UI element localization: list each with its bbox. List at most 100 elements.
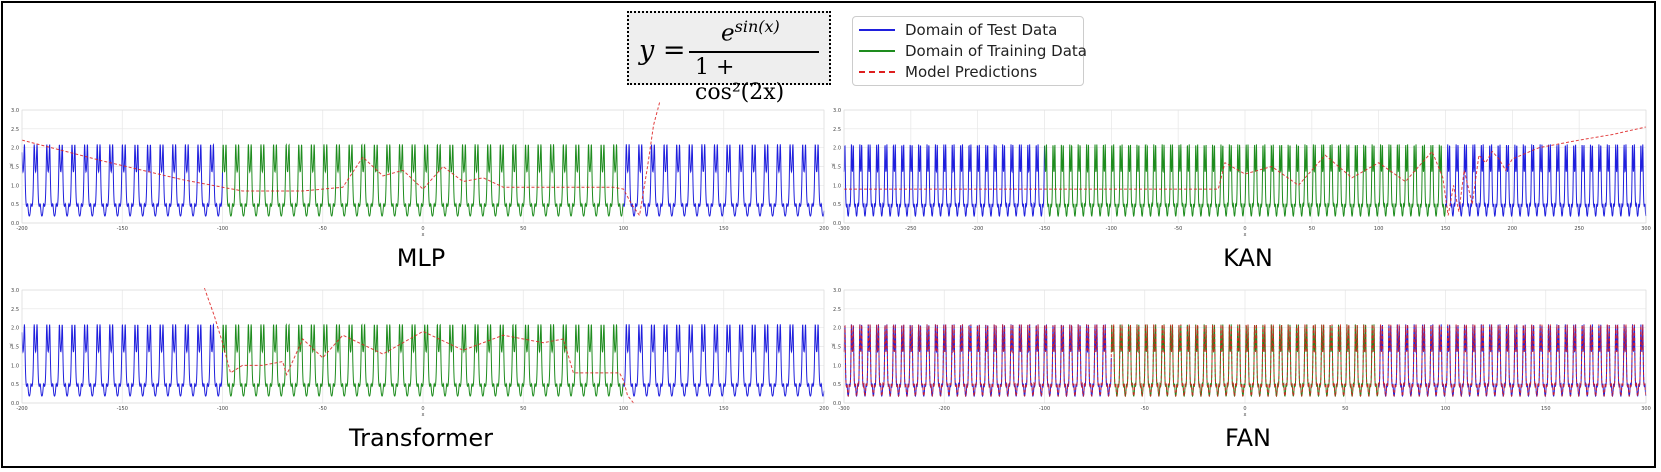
train-curve bbox=[222, 323, 624, 397]
y-axis-label: y bbox=[832, 343, 835, 349]
x-tick-label: -200 bbox=[16, 406, 27, 412]
x-tick-label: 100 bbox=[619, 406, 629, 412]
y-axis-label: y bbox=[832, 163, 835, 169]
test-curve-left bbox=[21, 143, 223, 217]
y-tick-label: 2.5 bbox=[11, 307, 19, 313]
x-tick-label: 150 bbox=[719, 226, 729, 232]
x-tick-label: 0 bbox=[1243, 226, 1246, 232]
x-tick-label: 150 bbox=[719, 406, 729, 412]
plot-area bbox=[843, 109, 1647, 224]
x-tick-label: 50 bbox=[1309, 226, 1315, 232]
x-axis-label: x bbox=[422, 232, 425, 238]
x-tick-label: 100 bbox=[619, 226, 629, 232]
x-tick-label: -150 bbox=[117, 406, 128, 412]
x-tick-label: 150 bbox=[1441, 226, 1451, 232]
x-tick-label: 100 bbox=[1441, 406, 1451, 412]
x-tick-label: 300 bbox=[1641, 406, 1651, 412]
y-tick-label: 0.5 bbox=[11, 382, 19, 388]
x-tick-label: -50 bbox=[319, 406, 327, 412]
legend: Domain of Test Data Domain of Training D… bbox=[852, 16, 1087, 86]
y-tick-label: 1.5 bbox=[833, 165, 841, 171]
y-tick-label: 0.5 bbox=[833, 382, 841, 388]
legend-swatch-pred bbox=[859, 71, 895, 73]
x-tick-label: -100 bbox=[1039, 406, 1050, 412]
x-tick-label: -150 bbox=[117, 226, 128, 232]
y-tick-label: 1.5 bbox=[833, 345, 841, 351]
y-tick-label: 2.0 bbox=[833, 326, 841, 332]
legend-swatch-train bbox=[859, 50, 895, 52]
panel-title-mlp: MLP bbox=[396, 244, 446, 272]
legend-item-pred: Model Predictions bbox=[859, 62, 1037, 82]
x-tick-label: -200 bbox=[16, 226, 27, 232]
x-tick-label: -200 bbox=[939, 406, 950, 412]
y-tick-label: 1.0 bbox=[833, 183, 841, 189]
prediction-curve bbox=[21, 102, 661, 217]
y-tick-label: 0.0 bbox=[833, 401, 841, 407]
y-tick-label: 0.0 bbox=[833, 221, 841, 227]
x-axis-label: x bbox=[1244, 232, 1247, 238]
test-curve-right bbox=[623, 144, 825, 217]
plot-area bbox=[21, 289, 825, 404]
y-tick-label: 0.5 bbox=[833, 202, 841, 208]
formula-exponent: sin(x) bbox=[734, 17, 780, 36]
x-tick-label: 50 bbox=[1342, 406, 1348, 412]
x-tick-label: -50 bbox=[1141, 406, 1149, 412]
test-curve-right bbox=[1445, 144, 1647, 218]
y-tick-label: 1.5 bbox=[11, 165, 19, 171]
y-tick-label: 2.0 bbox=[11, 326, 19, 332]
panel-2: 0.0 0.5 1.0 1.5 2.0 2.5 3.0 -200 -150 -100 -50 0 50 1… bbox=[10, 287, 829, 418]
x-tick-label: 0 bbox=[1243, 406, 1246, 412]
prediction-curve bbox=[843, 323, 1647, 398]
legend-item-test: Domain of Test Data bbox=[859, 20, 1057, 40]
legend-swatch-test bbox=[859, 29, 895, 31]
x-tick-label: -250 bbox=[905, 226, 916, 232]
y-tick-label: 1.0 bbox=[833, 363, 841, 369]
x-tick-label: -150 bbox=[1039, 226, 1050, 232]
legend-label-train: Domain of Training Data bbox=[905, 42, 1087, 60]
y-tick-label: 1.0 bbox=[11, 363, 19, 369]
x-tick-label: 0 bbox=[421, 226, 424, 232]
plot-area bbox=[843, 289, 1647, 404]
panel-3: 0.0 0.5 1.0 1.5 2.0 2.5 3.0 -300 -200 -100 -50 0 50 1… bbox=[832, 288, 1651, 418]
y-tick-label: 3.0 bbox=[833, 108, 841, 114]
x-tick-label: 100 bbox=[1374, 226, 1384, 232]
x-tick-label: 150 bbox=[1541, 406, 1551, 412]
y-tick-label: 0.0 bbox=[11, 221, 19, 227]
formula-numerator: esin(x) bbox=[721, 17, 780, 47]
formula-base: e bbox=[721, 20, 735, 47]
prediction-curve bbox=[844, 126, 1647, 216]
y-tick-label: 3.0 bbox=[833, 288, 841, 294]
panel-1: 0.0 0.5 1.0 1.5 2.0 2.5 3.0 -300 -250 -200 -150 -10… bbox=[832, 108, 1651, 238]
x-tick-label: -100 bbox=[217, 226, 228, 232]
formula-lhs: y = bbox=[639, 35, 686, 66]
y-tick-label: 1.5 bbox=[11, 345, 19, 351]
legend-item-train: Domain of Training Data bbox=[859, 41, 1087, 61]
x-tick-label: 250 bbox=[1574, 226, 1584, 232]
y-axis-label: y bbox=[10, 163, 13, 169]
x-tick-label: -50 bbox=[319, 226, 327, 232]
panel-title-fan: FAN bbox=[1225, 424, 1271, 452]
x-tick-label: -300 bbox=[838, 406, 849, 412]
panel-title-kan: KAN bbox=[1223, 244, 1273, 272]
train-curve bbox=[222, 143, 624, 217]
x-tick-label: -50 bbox=[1174, 226, 1182, 232]
formula-box: y = esin(x) 1 + cos²(2x) bbox=[627, 11, 831, 105]
x-tick-label: 200 bbox=[819, 226, 829, 232]
test-curve-left bbox=[21, 323, 223, 397]
x-tick-label: -300 bbox=[838, 226, 849, 232]
y-tick-label: 2.5 bbox=[833, 307, 841, 313]
x-tick-label: 0 bbox=[421, 406, 424, 412]
y-axis-label: y bbox=[10, 343, 13, 349]
y-tick-label: 0.5 bbox=[11, 202, 19, 208]
x-tick-label: 200 bbox=[819, 406, 829, 412]
plot-area bbox=[21, 109, 825, 224]
legend-label-test: Domain of Test Data bbox=[905, 21, 1058, 39]
panel-title-transformer: Transformer bbox=[348, 424, 493, 452]
x-axis-label: x bbox=[422, 412, 425, 418]
x-tick-label: 50 bbox=[520, 406, 526, 412]
y-tick-label: 1.0 bbox=[11, 183, 19, 189]
x-tick-label: 300 bbox=[1641, 226, 1651, 232]
x-axis-label: x bbox=[1244, 412, 1247, 418]
y-tick-label: 2.0 bbox=[833, 146, 841, 152]
